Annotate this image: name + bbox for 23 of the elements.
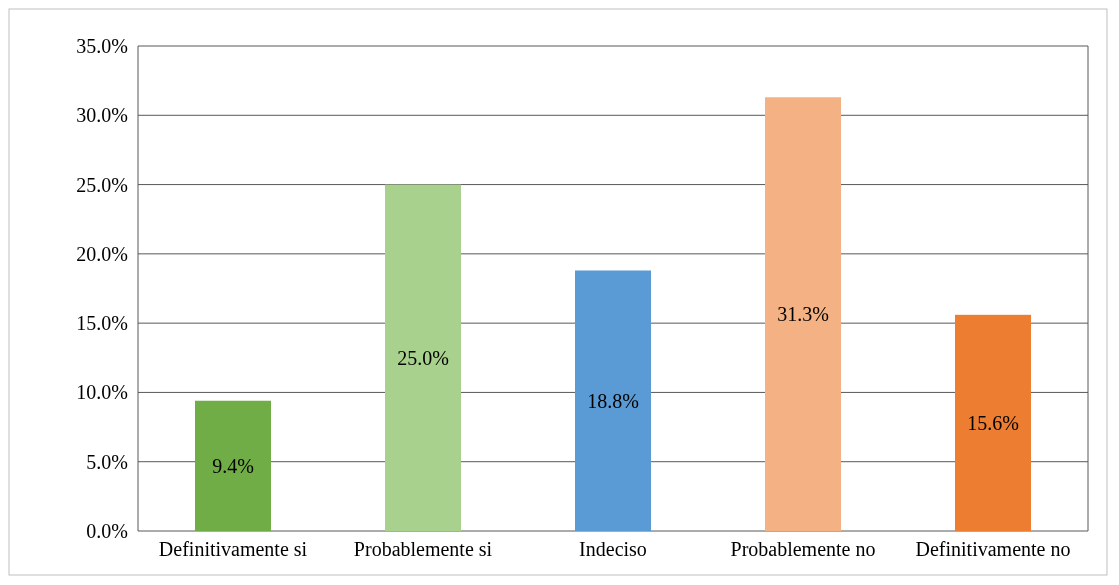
data-label: 15.6%	[967, 411, 1019, 434]
x-tick-label: Definitivamente si	[158, 538, 308, 560]
x-tick-label: Probablemente si	[353, 538, 493, 560]
bar	[955, 314, 1031, 531]
y-tick-label: 0.0%	[86, 520, 128, 542]
data-label: 9.4%	[212, 454, 254, 477]
y-tick-label: 25.0%	[76, 173, 128, 196]
x-tick-label: Indeciso	[579, 538, 647, 560]
x-tick-label: Probablemente no	[730, 538, 876, 560]
data-label: 25.0%	[397, 346, 449, 369]
y-tick-label: 10.0%	[76, 381, 128, 404]
y-tick-label: 20.0%	[76, 242, 128, 265]
y-tick-label: 5.0%	[86, 450, 128, 473]
y-tick-label: 30.0%	[76, 104, 128, 127]
x-tick-label: Definitivamente no	[915, 538, 1071, 560]
bar	[195, 400, 271, 531]
y-tick-label: 15.0%	[76, 312, 128, 335]
bar	[765, 97, 841, 531]
data-label: 18.8%	[587, 389, 639, 412]
data-label: 31.3%	[777, 303, 829, 326]
bar	[385, 184, 461, 531]
y-tick-label: 35.0%	[76, 35, 128, 57]
bar	[575, 270, 651, 531]
